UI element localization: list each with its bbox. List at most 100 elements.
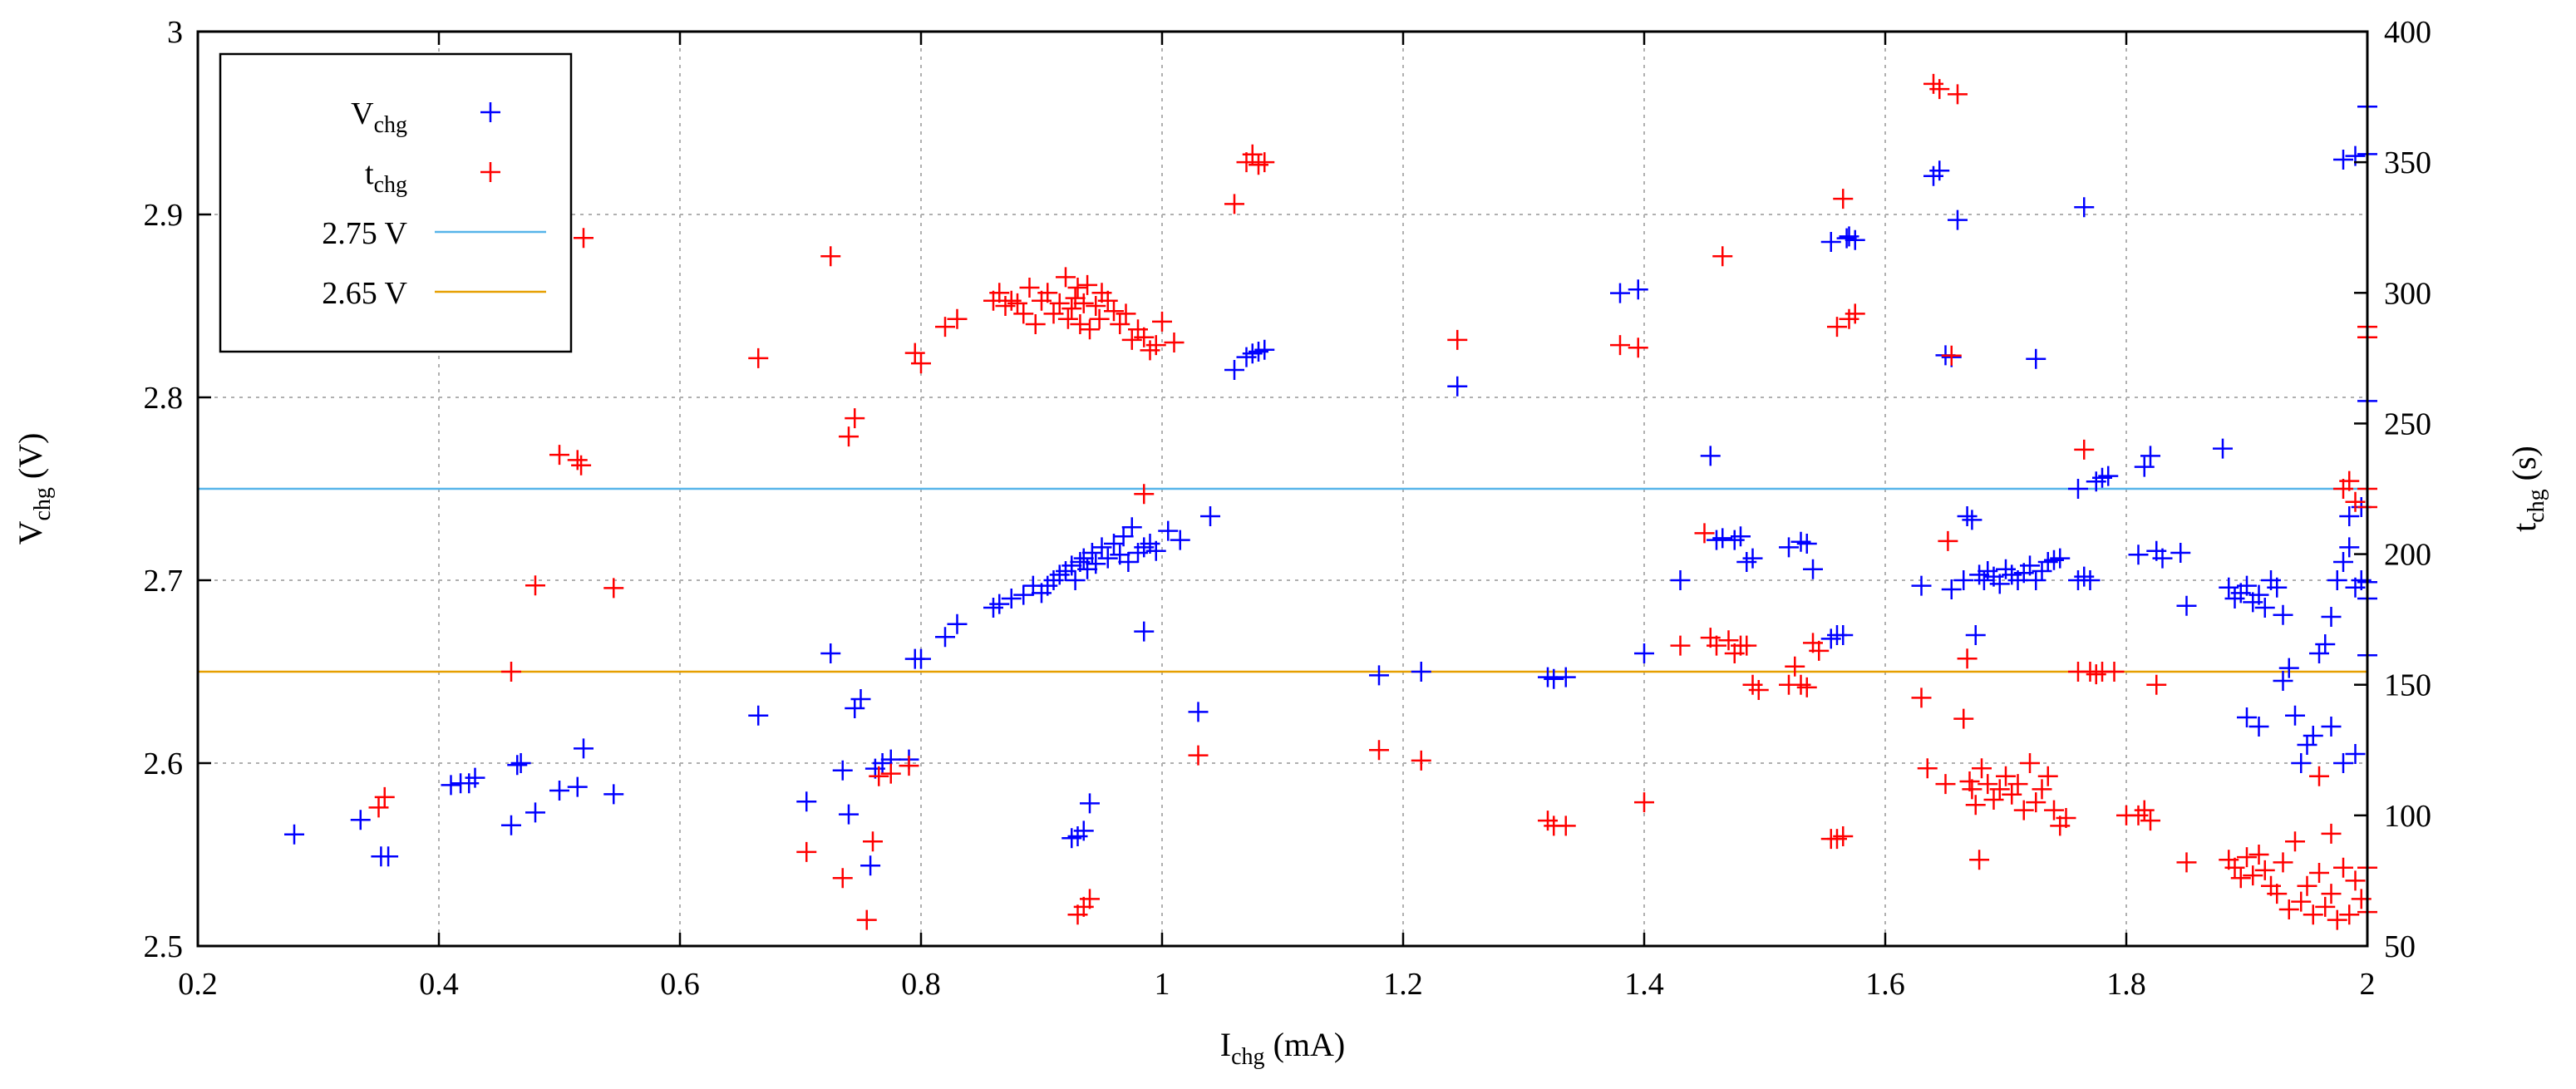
reference-lines bbox=[198, 487, 2367, 673]
point-tchg bbox=[748, 347, 769, 368]
point-vchg bbox=[507, 755, 528, 776]
point-tchg bbox=[2248, 845, 2269, 865]
point-tchg bbox=[2339, 471, 2360, 491]
point-tchg bbox=[2104, 662, 2125, 682]
point-vchg bbox=[2303, 726, 2323, 746]
point-tchg bbox=[1610, 335, 1630, 356]
point-tchg bbox=[863, 831, 883, 852]
point-tchg bbox=[2243, 865, 2263, 886]
point-vchg bbox=[796, 791, 817, 812]
point-vchg bbox=[1634, 643, 1654, 663]
point-tchg bbox=[2327, 909, 2347, 930]
point-vchg bbox=[2273, 671, 2293, 691]
y-right-tick-label: 200 bbox=[2384, 538, 2431, 573]
point-tchg bbox=[2026, 792, 2047, 813]
point-tchg bbox=[2345, 491, 2366, 512]
point-tchg bbox=[2339, 904, 2360, 925]
point-vchg bbox=[2327, 570, 2347, 590]
point-vchg bbox=[501, 815, 521, 835]
point-vchg bbox=[1134, 621, 1155, 642]
legend-label-line_275: 2.75 V bbox=[322, 216, 407, 251]
point-vchg bbox=[1833, 625, 1854, 645]
point-tchg bbox=[2134, 800, 2155, 820]
point-tchg bbox=[2032, 779, 2052, 800]
point-tchg bbox=[2273, 852, 2293, 873]
point-tchg bbox=[2020, 753, 2040, 773]
point-vchg bbox=[1555, 667, 1576, 687]
point-vchg bbox=[2345, 744, 2366, 764]
point-vchg bbox=[1973, 570, 1994, 590]
point-vchg bbox=[2291, 753, 2312, 773]
point-vchg bbox=[1097, 548, 1118, 569]
point-tchg bbox=[2345, 870, 2366, 891]
point-tchg bbox=[1634, 792, 1654, 813]
point-vchg bbox=[1254, 339, 1275, 360]
point-tchg bbox=[2140, 811, 2160, 831]
point-vchg bbox=[1113, 526, 1134, 547]
legend-label-main: t bbox=[365, 156, 374, 191]
x-tick-label: 0.8 bbox=[901, 967, 941, 1002]
y-right-tick-label: 150 bbox=[2384, 668, 2431, 703]
legend-marker-tchg bbox=[480, 162, 500, 182]
point-tchg bbox=[1070, 314, 1091, 334]
y-right-tick-label: 50 bbox=[2384, 929, 2416, 964]
point-tchg bbox=[1983, 790, 2004, 810]
point-tchg bbox=[1707, 635, 1726, 656]
point-tchg bbox=[1845, 303, 1865, 324]
point-vchg bbox=[2248, 717, 2269, 737]
point-vchg bbox=[549, 781, 569, 801]
point-tchg bbox=[1369, 740, 1389, 761]
point-tchg bbox=[1080, 889, 1100, 909]
point-tchg bbox=[2237, 847, 2257, 868]
point-vchg bbox=[1188, 702, 1209, 722]
point-tchg bbox=[1110, 314, 1130, 334]
point-vchg bbox=[1369, 665, 1389, 686]
point-vchg bbox=[1086, 554, 1106, 574]
point-tchg bbox=[1965, 795, 1986, 816]
point-vchg bbox=[748, 705, 769, 726]
point-tchg bbox=[1164, 333, 1185, 352]
point-vchg bbox=[832, 760, 853, 781]
point-vchg bbox=[2237, 707, 2257, 727]
point-vchg bbox=[2254, 598, 2275, 618]
y-left-tick-label: 2.7 bbox=[144, 564, 184, 599]
point-vchg bbox=[1411, 662, 1431, 682]
point-tchg bbox=[1447, 329, 1468, 350]
point-tchg bbox=[1242, 144, 1263, 165]
x-axis-label-sub: chg bbox=[1231, 1044, 1264, 1070]
point-tchg bbox=[1962, 779, 1982, 800]
point-vchg bbox=[872, 753, 893, 773]
point-vchg bbox=[1544, 668, 1564, 689]
point-vchg bbox=[1118, 552, 1139, 572]
point-vchg bbox=[2020, 555, 2040, 576]
point-tchg bbox=[1077, 274, 1098, 295]
point-tchg bbox=[1948, 84, 1968, 105]
point-vchg bbox=[2140, 446, 2160, 466]
point-vchg bbox=[510, 753, 531, 773]
point-tchg bbox=[368, 797, 389, 818]
x-tick-label: 1.8 bbox=[2106, 967, 2146, 1002]
point-tchg bbox=[1116, 303, 1136, 324]
point-vchg bbox=[1948, 209, 1968, 230]
point-vchg bbox=[1779, 537, 1799, 558]
point-tchg bbox=[911, 353, 931, 374]
point-tchg bbox=[1152, 311, 1172, 332]
point-tchg bbox=[1086, 296, 1106, 316]
point-tchg bbox=[1043, 303, 1064, 324]
point-vchg bbox=[1989, 574, 2010, 594]
point-vchg bbox=[1941, 579, 1962, 599]
point-vchg bbox=[1845, 229, 1865, 250]
point-tchg bbox=[2007, 774, 2028, 795]
point-tchg bbox=[525, 575, 545, 596]
point-tchg bbox=[904, 342, 925, 363]
point-tchg bbox=[796, 841, 817, 862]
point-tchg bbox=[374, 786, 395, 807]
legend-label-vchg: Vchg bbox=[351, 96, 407, 138]
legend-label-line_265: 2.65 V bbox=[322, 276, 407, 311]
point-vchg bbox=[2219, 577, 2239, 598]
point-vchg bbox=[2267, 577, 2288, 598]
point-vchg bbox=[1065, 570, 1086, 590]
point-vchg bbox=[1796, 534, 1817, 554]
point-vchg bbox=[850, 689, 871, 709]
point-tchg bbox=[820, 246, 841, 267]
